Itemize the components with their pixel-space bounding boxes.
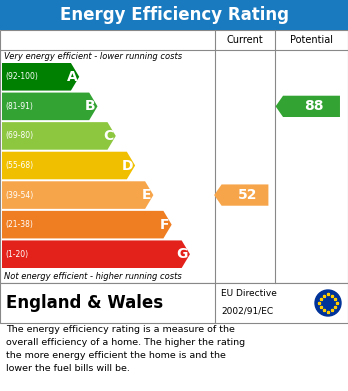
- Text: B: B: [85, 99, 95, 113]
- Text: A: A: [66, 70, 77, 84]
- Text: 88: 88: [304, 99, 324, 113]
- Text: Energy Efficiency Rating: Energy Efficiency Rating: [60, 6, 288, 24]
- Text: D: D: [121, 158, 133, 172]
- Text: England & Wales: England & Wales: [6, 294, 163, 312]
- Text: (69-80): (69-80): [5, 131, 33, 140]
- Text: (21-38): (21-38): [5, 220, 33, 229]
- Polygon shape: [2, 93, 97, 120]
- Text: 52: 52: [238, 188, 257, 202]
- Text: Not energy efficient - higher running costs: Not energy efficient - higher running co…: [4, 272, 182, 281]
- Text: (81-91): (81-91): [5, 102, 33, 111]
- Text: (1-20): (1-20): [5, 250, 28, 259]
- Polygon shape: [2, 181, 153, 209]
- Text: E: E: [142, 188, 151, 202]
- Text: Potential: Potential: [290, 35, 333, 45]
- Text: F: F: [160, 218, 170, 231]
- Text: C: C: [103, 129, 114, 143]
- Text: 2002/91/EC: 2002/91/EC: [221, 307, 273, 316]
- Text: Very energy efficient - lower running costs: Very energy efficient - lower running co…: [4, 52, 182, 61]
- Text: EU Directive: EU Directive: [221, 289, 277, 298]
- Text: (55-68): (55-68): [5, 161, 33, 170]
- Circle shape: [315, 290, 341, 316]
- Text: The energy efficiency rating is a measure of the
overall efficiency of a home. T: The energy efficiency rating is a measur…: [6, 325, 245, 373]
- Polygon shape: [214, 185, 268, 206]
- Text: (39-54): (39-54): [5, 190, 33, 199]
- Text: Current: Current: [227, 35, 263, 45]
- Bar: [0, 0, 348, 30]
- Bar: [0, 283, 348, 323]
- Polygon shape: [2, 211, 172, 239]
- Polygon shape: [2, 122, 116, 150]
- Text: (92-100): (92-100): [5, 72, 38, 81]
- Polygon shape: [2, 240, 190, 268]
- Bar: [0, 30, 348, 283]
- Polygon shape: [2, 63, 79, 91]
- Text: G: G: [176, 247, 188, 261]
- Polygon shape: [276, 96, 340, 117]
- Polygon shape: [2, 152, 135, 179]
